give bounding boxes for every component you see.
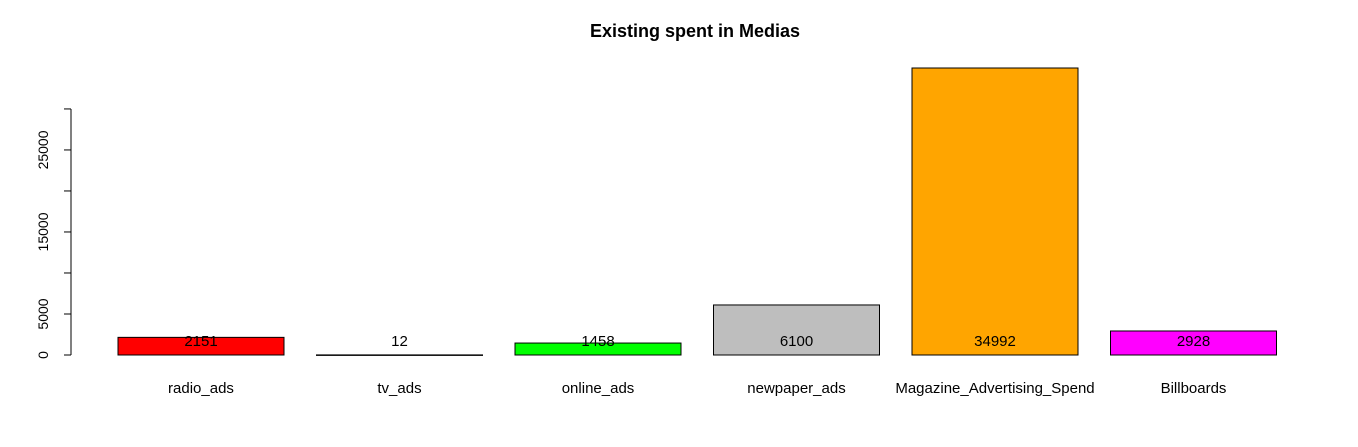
data-label: 2928 <box>1177 333 1210 350</box>
category-label: Magazine_Advertising_Spend <box>895 380 1094 397</box>
y-tick-label: 25000 <box>35 130 51 169</box>
data-label: 34992 <box>974 333 1016 350</box>
data-label: 1458 <box>581 333 614 350</box>
bar-Billboards <box>1110 330 1277 356</box>
category-label: online_ads <box>562 380 635 397</box>
bars <box>117 67 1277 356</box>
data-label: 12 <box>391 333 408 350</box>
y-tick-label: 5000 <box>35 298 51 329</box>
bar-radio_ads <box>117 336 285 356</box>
category-label: tv_ads <box>377 380 421 397</box>
category-label: radio_ads <box>168 380 234 397</box>
bar-Magazine_Advertising_Spend <box>911 67 1079 356</box>
category-labels: radio_ads tv_ads online_ads newpaper_ads Mag… <box>168 380 1226 397</box>
bar-online_ads <box>514 342 682 356</box>
chart-title: Existing spent in Medias <box>590 21 800 41</box>
category-label: Billboards <box>1161 380 1227 397</box>
bar-tv_ads <box>316 354 483 356</box>
data-label: 2151 <box>184 333 217 350</box>
data-label: 6100 <box>780 333 813 350</box>
y-axis: 0 5000 15000 25000 <box>35 108 72 359</box>
category-label: newpaper_ads <box>747 380 845 397</box>
data-labels: 2151 12 1458 6100 34992 2928 <box>184 333 1210 350</box>
y-tick-label: 15000 <box>35 212 51 251</box>
bar-newpaper_ads <box>713 304 880 356</box>
y-tick-label: 0 <box>35 351 51 359</box>
